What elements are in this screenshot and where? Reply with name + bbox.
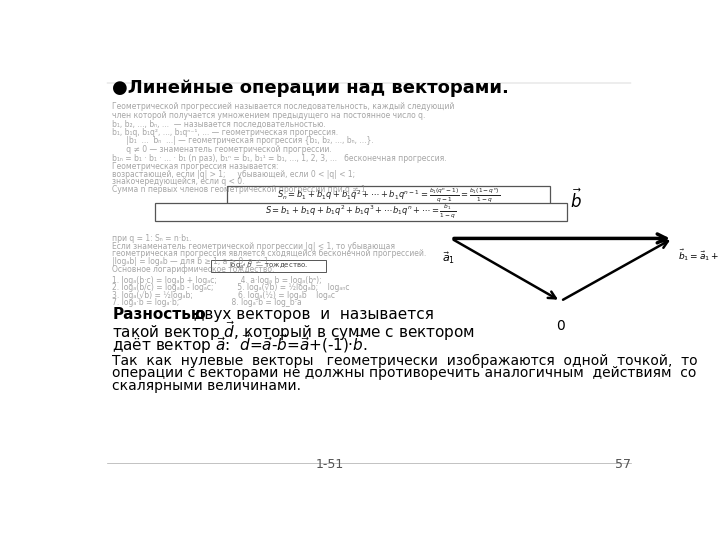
Text: 57: 57: [616, 458, 631, 471]
Text: двух векторов  и  называется: двух векторов и называется: [189, 307, 434, 322]
Text: q ≠ 0 — знаменатель геометрической прогрессии.: q ≠ 0 — знаменатель геометрической прогр…: [112, 145, 332, 154]
Text: геометрическая прогрессия является сходящейся бесконечной прогрессией.: геометрическая прогрессия является сходя…: [112, 249, 426, 259]
Text: даёт вектор $\vec{a}$:  $\vec{d}$=$\vec{a}$-$\vec{b}$=$\vec{a}$+(-1)·$\vec{b}$.: даёт вектор $\vec{a}$: $\vec{d}$=$\vec{a…: [112, 332, 368, 356]
FancyBboxPatch shape: [155, 203, 567, 221]
Text: $\log_{a^n} b$  — тождество.: $\log_{a^n} b$ — тождество.: [229, 261, 308, 271]
FancyBboxPatch shape: [228, 186, 550, 205]
Text: b₁ₙ = b₁ · b₁ · ... · b₁ (n раз), b₁ⁿ = b₁, b₁¹ = b₁, ..., 1, 2, 3, ...   бескон: b₁ₙ = b₁ · b₁ · ... · b₁ (n раз), b₁ⁿ = …: [112, 154, 447, 163]
Text: b₁, b₁q, b₁q², ..., b₁qⁿ⁻¹, ... — геометрическая прогрессия.: b₁, b₁q, b₁q², ..., b₁qⁿ⁻¹, ... — геомет…: [112, 128, 338, 137]
Text: 1. logₐ(b·c) = logₐb + logₐc;          4. a·logₐ b = logₐ(bᵃ);: 1. logₐ(b·c) = logₐb + logₐc; 4. a·logₐ …: [112, 275, 322, 285]
Text: $\vec{b}_1=\vec{a}_1+\vec{b}_1$: $\vec{b}_1=\vec{a}_1+\vec{b}_1$: [678, 247, 720, 263]
Text: 1-51: 1-51: [316, 458, 344, 471]
Text: такой вектор $\vec{d}$, который в сумме с вектором: такой вектор $\vec{d}$, который в сумме …: [112, 319, 475, 343]
Text: $S_n = b_1 + b_1 q + b_1 q^2 + \cdots + b_1 q^{n-1} = \frac{b_1(q^n-1)}{q-1} = \: $S_n = b_1 + b_1 q + b_1 q^2 + \cdots + …: [277, 186, 500, 205]
Text: возрастающей, если |q| > 1;     убывающей, если 0 < |q| < 1;: возрастающей, если |q| > 1; убывающей, е…: [112, 170, 356, 179]
Text: Основное логарифмическое тождество:: Основное логарифмическое тождество:: [112, 265, 275, 274]
Text: операции с векторами не должны противоречить аналогичным  действиям  со: операции с векторами не должны противоре…: [112, 366, 697, 380]
Text: 2. logₐ(b/c) = logₐb - logₐc;          5. logₐ(√b) = ½logₐb;    logₐₙc: 2. logₐ(b/c) = logₐb - logₐc; 5. logₐ(√b…: [112, 283, 350, 292]
Text: $\vec{a}_1$: $\vec{a}_1$: [442, 250, 455, 266]
Text: Сумма n первых членов геометрической прогрессии при q ≠ 1: Сумма n первых членов геометрической про…: [112, 185, 366, 193]
Text: при q = 1: Sₙ = n·b₁.: при q = 1: Sₙ = n·b₁.: [112, 234, 192, 242]
Text: |b₁  ...  bₙ  ...| — геометрическая прогрессия {b₁, b₂, ..., bₙ, ...}.: |b₁ ... bₙ ...| — геометрическая прогрес…: [112, 136, 374, 145]
Text: Геометрическая прогрессия называется:: Геометрическая прогрессия называется:: [112, 162, 279, 171]
Text: b₁, b₂, ..., bₙ, ...  — называется последовательностью.: b₁, b₂, ..., bₙ, ... — называется послед…: [112, 120, 326, 129]
Text: $0$: $0$: [556, 319, 565, 333]
Text: Так  как  нулевые  векторы   геометрически  изображаются  одной  точкой,  то: Так как нулевые векторы геометрически из…: [112, 354, 698, 368]
Text: $S = b_1 + b_1 q + b_1 q^2 + b_1 q^3 + \cdots b_1 q^n + \cdots = \frac{b_1}{1-q}: $S = b_1 + b_1 q + b_1 q^2 + b_1 q^3 + \…: [265, 203, 456, 221]
Text: $\vec{b}$: $\vec{b}$: [570, 188, 582, 212]
Text: ●Линейные операции над векторами.: ●Линейные операции над векторами.: [112, 79, 509, 97]
Text: 3. logₐ(√b) = ½logₐb;                   6. logₐ(½) = logₐb    logₐc: 3. logₐ(√b) = ½logₐb; 6. logₐ(½) = logₐb…: [112, 291, 336, 300]
Text: член которой получается умножением предыдущего на постоянное число q.: член которой получается умножением преды…: [112, 111, 426, 120]
Text: Геометрической прогрессией называется последовательность, каждый следующий: Геометрической прогрессией называется по…: [112, 102, 455, 111]
Text: знакочередующейся, если q < 0.: знакочередующейся, если q < 0.: [112, 177, 245, 186]
Text: 7. logₐ·b = logₐ·b;                      8. logₐ·b = log_b·a: 7. logₐ·b = logₐ·b; 8. logₐ·b = log_b·a: [112, 298, 302, 307]
Text: Если знаменатель геометрической прогрессии |q| < 1, то убывающая: Если знаменатель геометрической прогресс…: [112, 242, 395, 251]
Text: скалярными величинами.: скалярными величинами.: [112, 379, 301, 393]
Text: Разностью: Разностью: [112, 307, 206, 322]
Text: |logₐb| = logₐb — для b ≥ 1, a > 0, a ≠ 1.: |logₐb| = logₐb — для b ≥ 1, a > 0, a ≠ …: [112, 258, 271, 266]
FancyBboxPatch shape: [211, 260, 326, 272]
